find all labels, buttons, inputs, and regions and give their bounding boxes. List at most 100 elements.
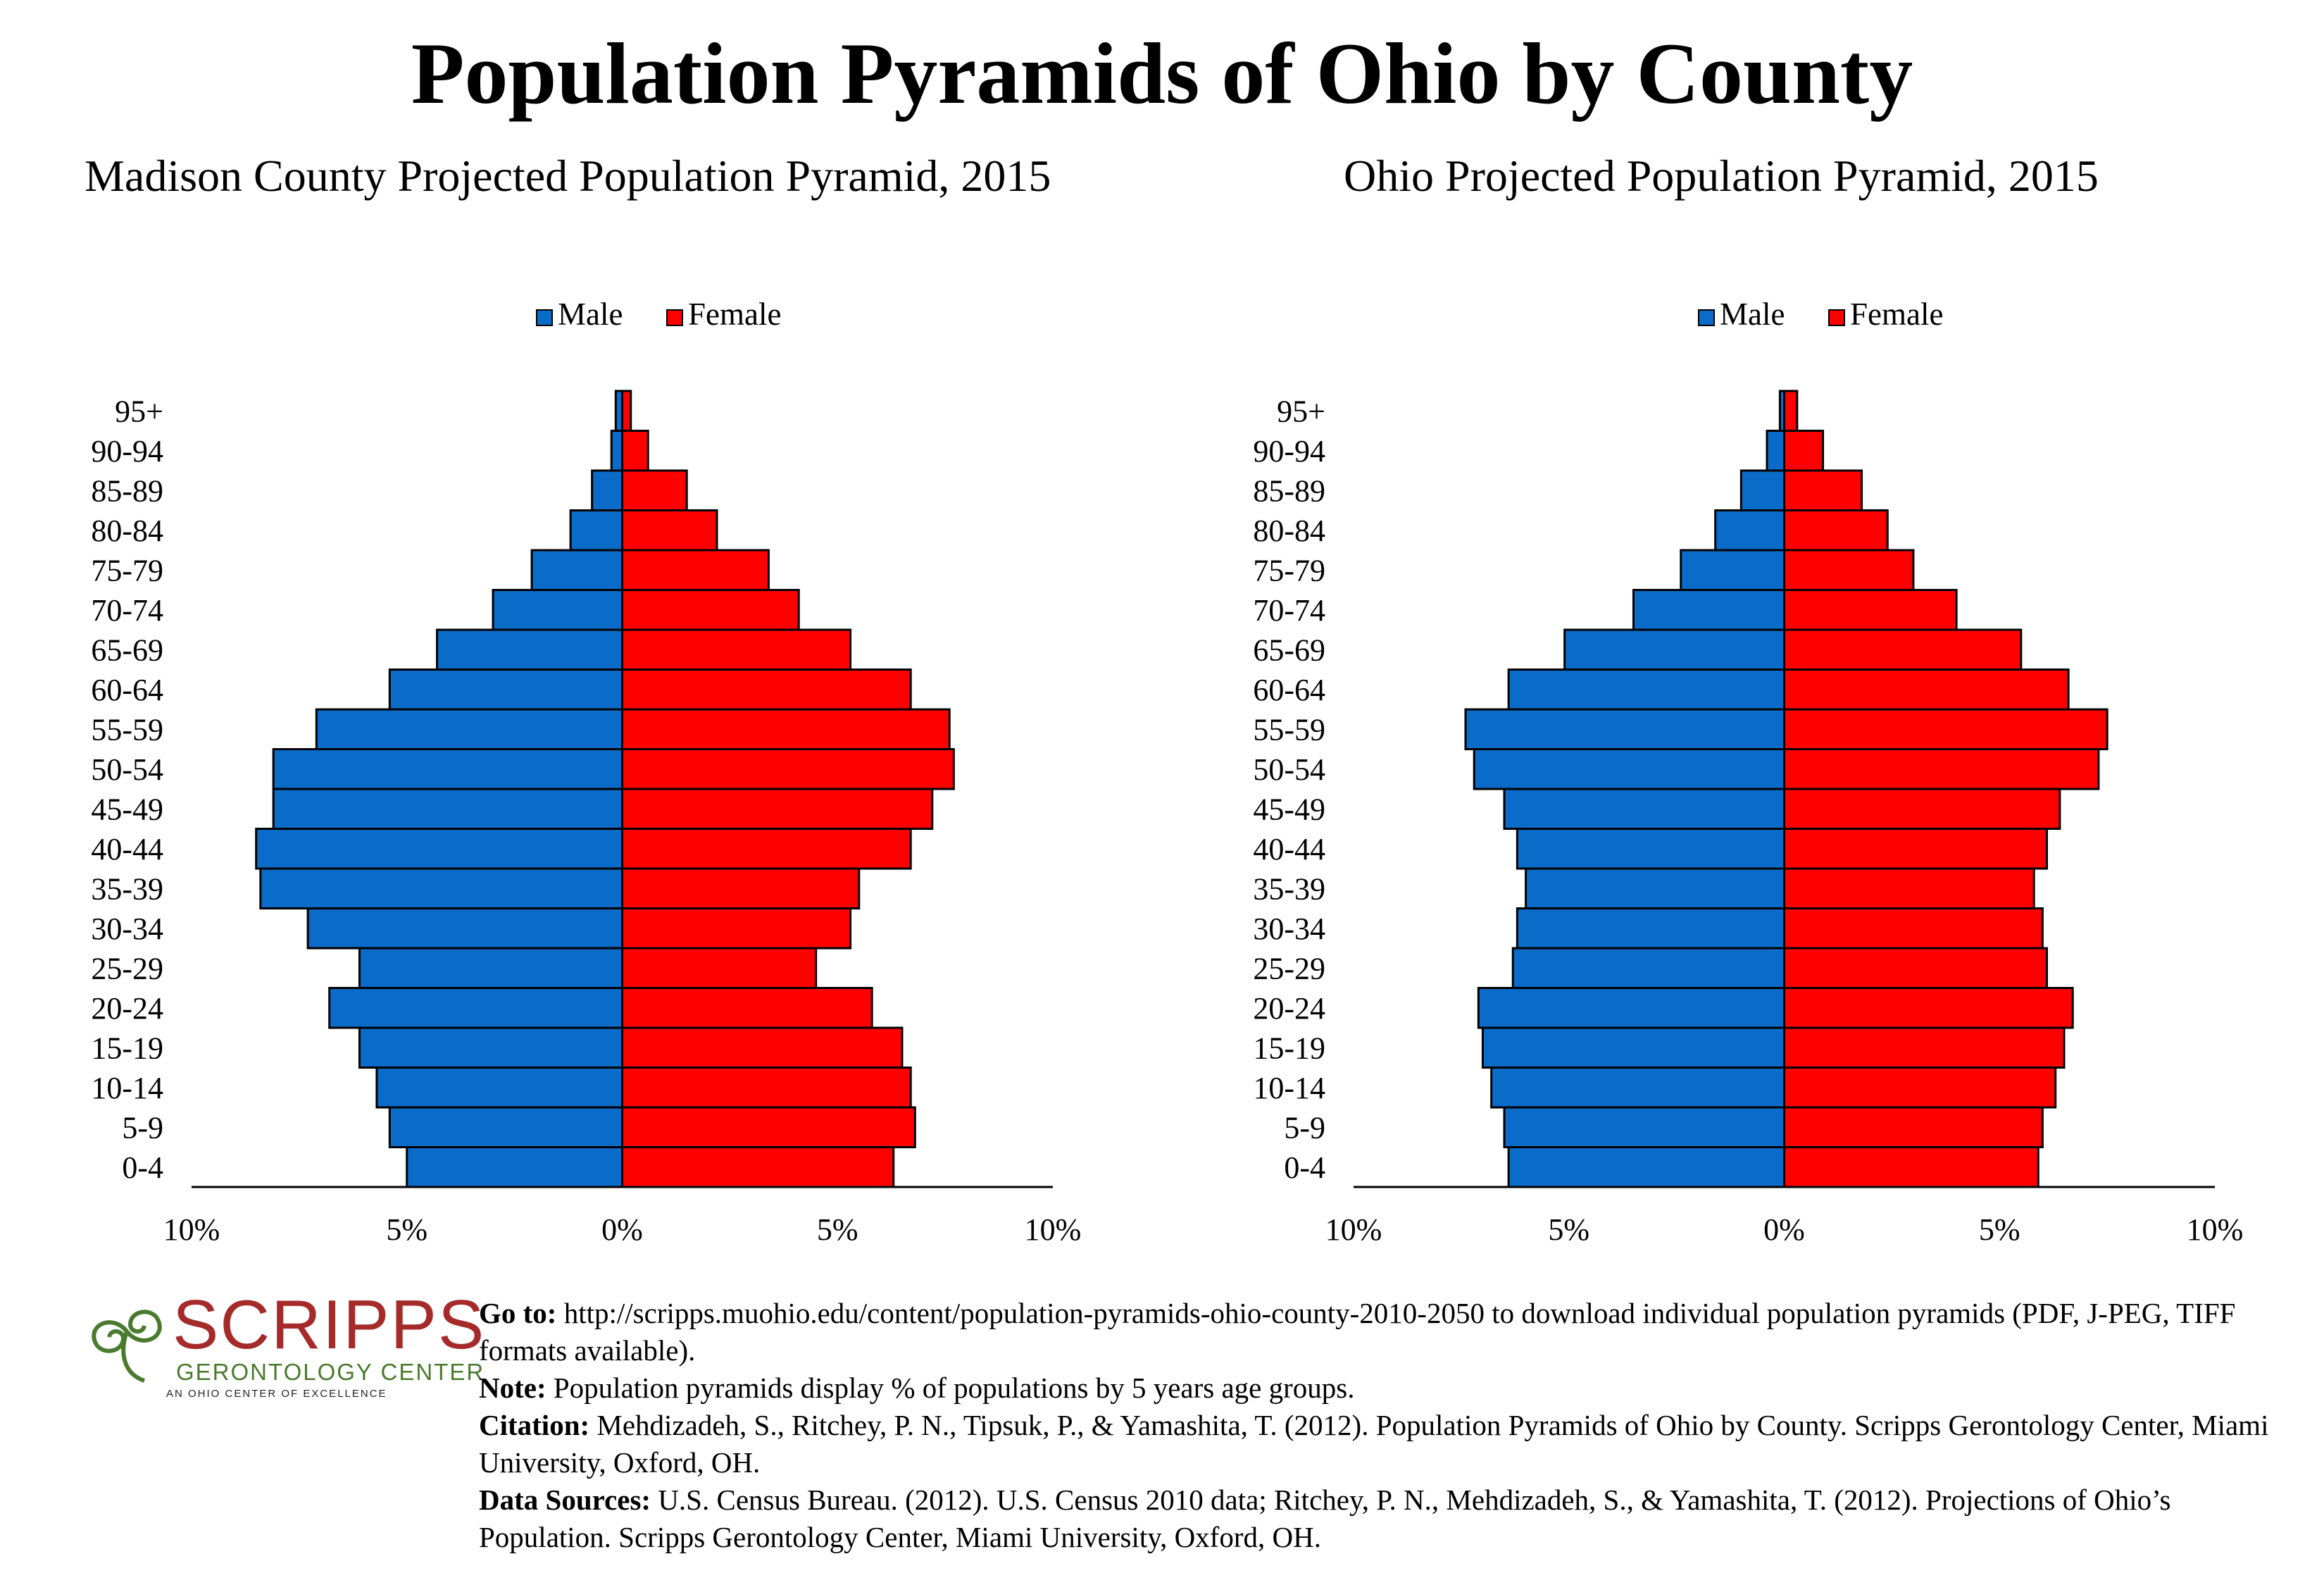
bar-female-25-29	[621, 947, 818, 989]
ohio-pyramid-svg: Male Female 0-4 5-9 10-14 15-19 20-24 25-29 30-3…	[1253, 297, 2244, 1247]
bar-male-40-44	[255, 828, 624, 870]
age-tick-label: 5-9	[122, 1110, 163, 1145]
swirl-logo-icon	[92, 1310, 162, 1383]
bar-male-15-19	[1481, 1026, 1785, 1069]
age-tick-label: 75-79	[91, 553, 163, 588]
x-tick-label: 0%	[601, 1212, 643, 1247]
age-tick-label: 80-84	[91, 514, 163, 548]
goto-label: Go to:	[479, 1297, 557, 1329]
legend: Male Female	[1698, 297, 1943, 332]
chart-title: Madison County Projected Population Pyra…	[85, 151, 1051, 201]
age-tick-label: 90-94	[91, 434, 163, 468]
bar-female-50-54	[621, 748, 955, 790]
age-tick-label: 85-89	[1253, 473, 1325, 508]
age-tick-label: 90-94	[1253, 434, 1325, 468]
age-tick-label: 15-19	[1253, 1031, 1325, 1065]
bar-male-5-9	[1503, 1106, 1785, 1148]
legend-label-female: Female	[688, 297, 781, 332]
bar-female-40-44	[621, 828, 912, 870]
legend-label-female: Female	[1850, 297, 1943, 332]
age-tick-label: 70-74	[91, 593, 163, 628]
legend: Male Female	[536, 297, 781, 332]
goto-text: http://scripps.muohio.edu/content/popula…	[479, 1297, 2236, 1367]
bar-male-15-19	[358, 1026, 623, 1069]
bar-male-80-84	[1714, 509, 1785, 552]
bar-female-70-74	[1783, 589, 1958, 631]
bar-female-35-39	[621, 867, 861, 909]
bar-male-75-79	[1680, 549, 1785, 591]
logo-wordmark: SCRIPPS	[173, 1286, 486, 1363]
bar-female-55-59	[1783, 708, 2109, 750]
bar-female-95+	[621, 390, 632, 432]
scripps-logo: SCRIPPS GERONTOLOGY CENTER AN OHIO CENTE…	[85, 1289, 484, 1402]
bar-male-55-59	[315, 708, 623, 750]
age-tick-label: 60-64	[1253, 673, 1325, 707]
bar-female-80-84	[621, 509, 718, 552]
madison-pyramid-chart: Madison County Projected Population Pyra…	[0, 134, 1162, 1261]
age-tick-label: 40-44	[91, 832, 163, 866]
age-tick-label: 25-29	[91, 951, 163, 986]
bar-male-25-29	[358, 947, 623, 989]
bar-female-35-39	[1783, 867, 2035, 909]
age-tick-label: 70-74	[1253, 593, 1325, 628]
age-tick-label: 50-54	[1253, 752, 1325, 787]
bar-female-75-79	[621, 549, 770, 591]
bar-male-25-29	[1511, 947, 1785, 989]
x-tick-label: 10%	[1325, 1212, 1382, 1247]
age-tick-label: 15-19	[91, 1031, 163, 1065]
note-line: Note: Population pyramids display % of p…	[479, 1369, 2310, 1407]
bar-male-65-69	[436, 628, 623, 671]
x-tick-label: 10%	[163, 1212, 220, 1247]
legend-swatch-male	[536, 309, 553, 326]
bar-male-40-44	[1516, 828, 1785, 870]
age-tick-label: 45-49	[1253, 792, 1325, 826]
age-tick-label: 5-9	[1284, 1110, 1325, 1145]
age-tick-label: 80-84	[1253, 514, 1325, 548]
bar-male-20-24	[328, 987, 623, 1029]
bar-female-20-24	[621, 987, 873, 1029]
bar-male-45-49	[272, 788, 623, 830]
x-tick-label: 5%	[1548, 1212, 1589, 1247]
bar-female-30-34	[1783, 907, 2044, 950]
legend-label-male: Male	[558, 297, 623, 332]
age-tick-label: 55-59	[91, 712, 163, 747]
logo-subtitle: GERONTOLOGY CENTER	[176, 1359, 485, 1385]
sources-text: U.S. Census Bureau. (2012). U.S. Census …	[479, 1484, 2171, 1553]
bar-female-25-29	[1783, 947, 2049, 989]
bar-female-70-74	[621, 589, 800, 631]
age-tick-label: 95+	[1277, 394, 1325, 428]
bar-female-45-49	[1783, 788, 2061, 830]
age-tick-label: 45-49	[91, 792, 163, 826]
x-tick-label: 10%	[2187, 1212, 2244, 1247]
age-tick-label: 25-29	[1253, 951, 1325, 986]
bar-male-80-84	[569, 509, 623, 552]
bar-male-5-9	[388, 1106, 623, 1148]
bar-female-60-64	[1783, 669, 2070, 711]
goto-line: Go to: http://scripps.muohio.edu/content…	[479, 1295, 2310, 1369]
logo-tagline: AN OHIO CENTER OF EXCELLENCE	[166, 1388, 387, 1400]
citation-line: Citation: Mehdizadeh, S., Ritchey, P. N.…	[479, 1407, 2310, 1481]
bar-male-85-89	[591, 469, 624, 511]
ohio-pyramid-chart: Ohio Projected Population Pyramid, 2015 …	[1162, 134, 2324, 1261]
sources-line: Data Sources: U.S. Census Bureau. (2012)…	[479, 1481, 2310, 1556]
bar-male-90-94	[1766, 430, 1785, 472]
age-tick-label: 85-89	[91, 473, 163, 508]
bar-female-50-54	[1783, 748, 2100, 790]
bar-female-0-4	[621, 1146, 895, 1188]
age-tick-label: 20-24	[91, 991, 163, 1026]
bar-female-15-19	[1783, 1026, 2066, 1069]
age-tick-label: 0-4	[122, 1150, 163, 1185]
age-tick-label: 40-44	[1253, 832, 1325, 866]
bar-male-65-69	[1563, 628, 1785, 671]
age-tick-label: 65-69	[91, 633, 163, 667]
bar-male-0-4	[1507, 1146, 1785, 1188]
madison-pyramid-svg: Male Female 0-4 5-9 10-14 15-19 20-24 25-29 30-3…	[91, 297, 1081, 1247]
legend-swatch-female	[666, 309, 683, 326]
bar-female-10-14	[1783, 1067, 2057, 1109]
bar-female-60-64	[621, 669, 912, 711]
bar-female-90-94	[1783, 430, 1825, 472]
bar-female-65-69	[1783, 628, 2023, 671]
age-tick-label: 10-14	[1253, 1071, 1325, 1105]
bar-female-5-9	[1783, 1106, 2044, 1148]
age-tick-label: 55-59	[1253, 712, 1325, 747]
